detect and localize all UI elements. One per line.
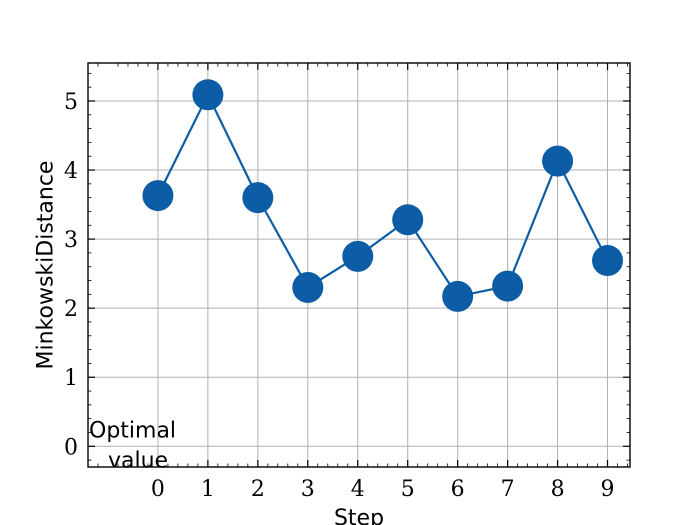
x-tick-label: 1 <box>201 477 215 502</box>
data-point <box>292 271 324 303</box>
series <box>142 79 624 312</box>
tick-labels: 0 1 2 3 4 5 6 7 8 9 0 1 2 3 4 5 <box>64 90 615 502</box>
data-point <box>392 204 424 236</box>
plot-frame <box>87 62 631 468</box>
data-point <box>592 245 624 277</box>
y-tick-label: 0 <box>64 435 78 460</box>
x-tick-label: 6 <box>451 477 465 502</box>
annotation-line-2: value <box>108 448 168 473</box>
y-tick-label: 5 <box>64 90 78 115</box>
x-tick-label: 0 <box>151 477 165 502</box>
x-tick-label: 8 <box>551 477 565 502</box>
y-tick-label: 3 <box>64 228 78 253</box>
x-tick-label: 4 <box>351 477 365 502</box>
data-point <box>492 270 524 302</box>
y-tick-label: 4 <box>64 159 78 184</box>
x-axis-label: Step <box>334 506 384 525</box>
x-tick-label: 5 <box>401 477 415 502</box>
data-point <box>242 182 274 214</box>
data-point <box>142 180 174 212</box>
x-tick-label: 2 <box>251 477 265 502</box>
y-tick-label: 1 <box>64 366 78 391</box>
data-point <box>342 240 374 272</box>
data-point <box>442 280 474 312</box>
x-tick-label: 9 <box>601 477 615 502</box>
data-point <box>542 145 574 177</box>
y-tick-label: 2 <box>64 297 78 322</box>
data-point <box>192 79 224 111</box>
x-tick-label: 3 <box>301 477 315 502</box>
annotation-line-1: Optimal <box>89 418 176 443</box>
x-tick-label: 7 <box>501 477 515 502</box>
y-axis-label: MinkowskiDistance <box>34 161 59 370</box>
series-line <box>156 92 609 298</box>
